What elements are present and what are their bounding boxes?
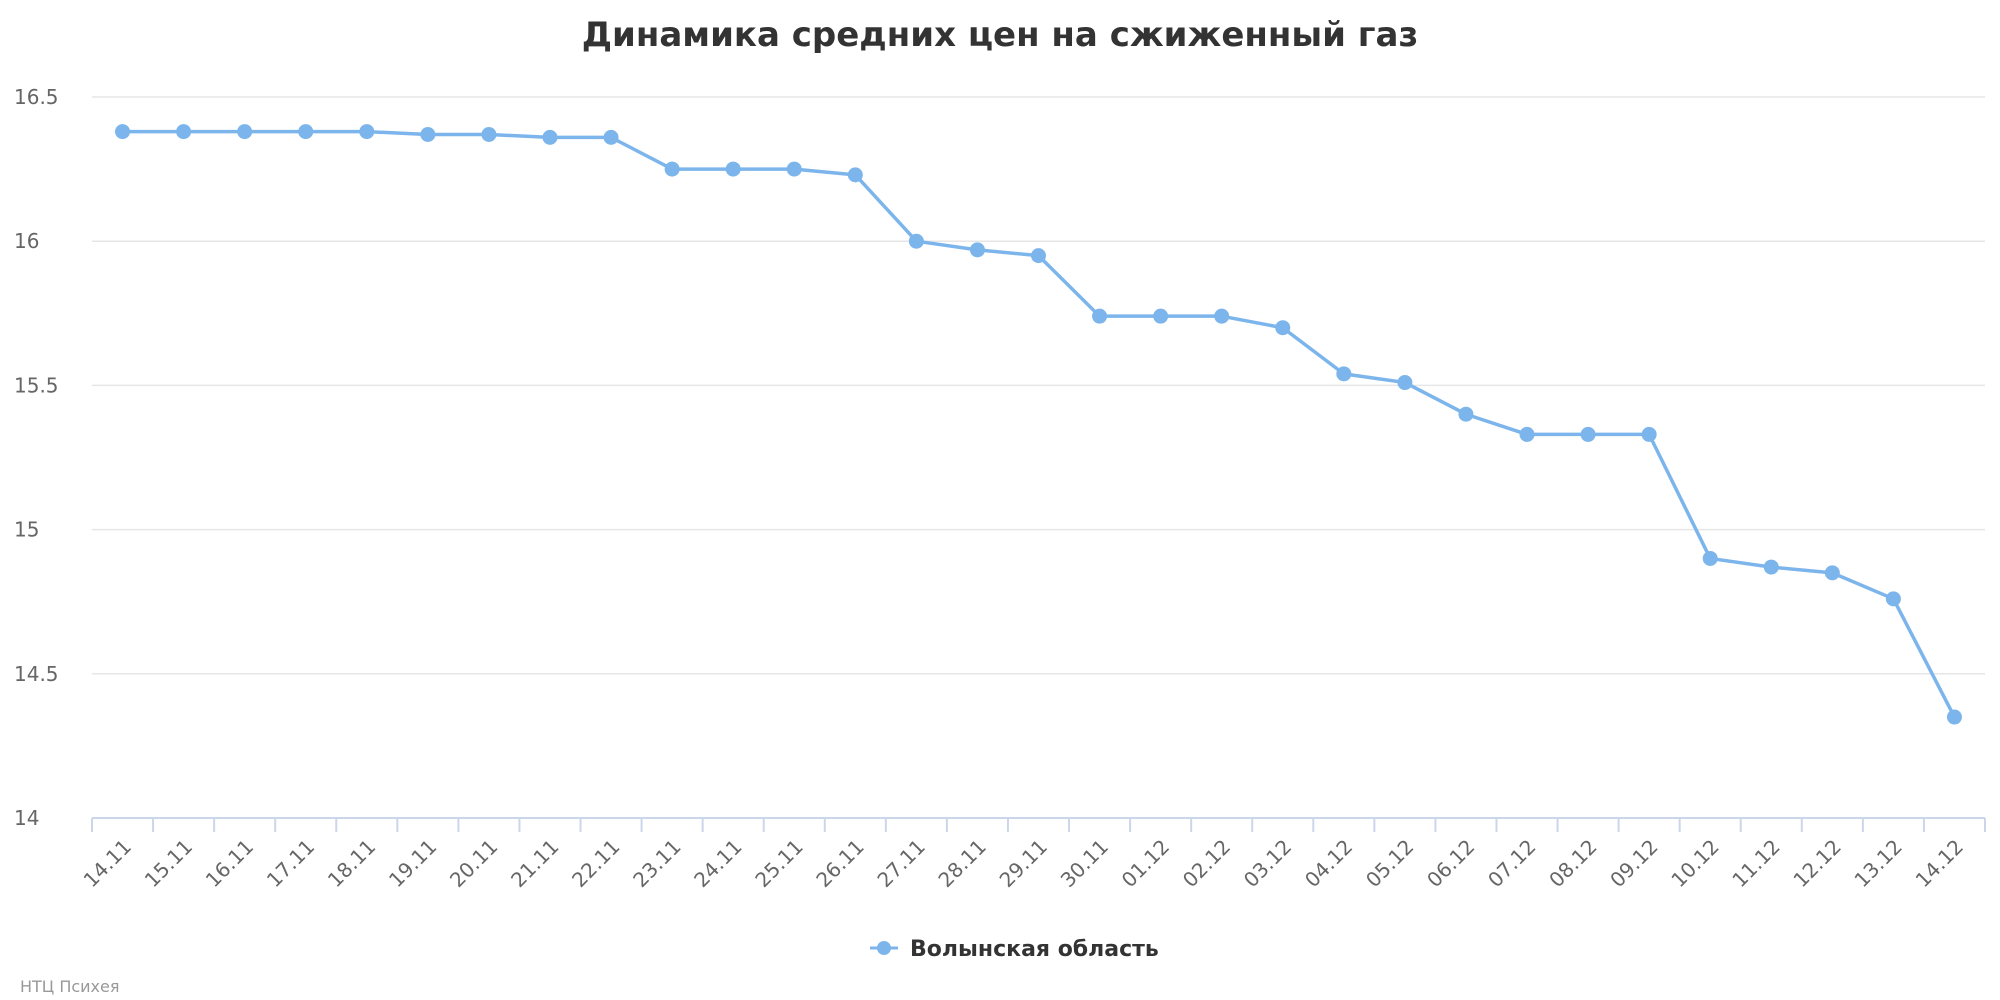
- x-tick-label: 01.12: [1117, 835, 1174, 892]
- data-point[interactable]: [786, 161, 802, 177]
- data-point[interactable]: [1580, 426, 1596, 442]
- x-tick-label: 09.12: [1605, 835, 1662, 892]
- x-tick-label: 20.11: [445, 835, 502, 892]
- data-point[interactable]: [1092, 308, 1108, 324]
- x-tick-label: 06.12: [1422, 835, 1479, 892]
- data-point[interactable]: [298, 124, 314, 140]
- data-point[interactable]: [908, 233, 924, 249]
- y-tick-label: 15: [14, 518, 39, 542]
- x-tick-label: 17.11: [262, 835, 319, 892]
- data-point[interactable]: [1458, 406, 1474, 422]
- data-point[interactable]: [359, 124, 375, 140]
- y-tick-label: 15.5: [14, 373, 59, 397]
- data-point[interactable]: [1763, 559, 1779, 575]
- data-point[interactable]: [664, 161, 680, 177]
- series-line: [120, 129, 1957, 719]
- y-tick-label: 16.5: [14, 85, 59, 109]
- grid: [92, 96, 1985, 675]
- legend[interactable]: Волынская область: [870, 937, 1159, 962]
- x-tick-label: 28.11: [934, 835, 991, 892]
- y-tick-label: 16: [14, 229, 39, 253]
- data-point[interactable]: [603, 129, 619, 145]
- data-point[interactable]: [420, 126, 436, 142]
- x-tick-label: 04.12: [1300, 835, 1357, 892]
- x-tick-label: 18.11: [323, 835, 380, 892]
- x-tick-label: 29.11: [995, 835, 1052, 892]
- x-tick-label: 14.11: [79, 835, 136, 892]
- y-tick-label: 14: [14, 806, 39, 830]
- x-tick-label: 30.11: [1056, 835, 1113, 892]
- data-point[interactable]: [1519, 426, 1535, 442]
- x-tick-label: 12.12: [1788, 835, 1845, 892]
- x-tick-label: 25.11: [750, 835, 807, 892]
- x-tick-label: 22.11: [567, 835, 624, 892]
- x-tick-label: 23.11: [628, 835, 685, 892]
- series-layer: [115, 124, 1962, 725]
- x-axis: 14.11 15.11 16.11 17.11 18.11 19.11 20.11 21.11…: [79, 817, 1986, 892]
- data-point[interactable]: [542, 129, 558, 145]
- x-tick-label: 05.12: [1361, 835, 1418, 892]
- x-tick-label: 10.12: [1666, 835, 1723, 892]
- data-point[interactable]: [1336, 366, 1352, 382]
- data-point[interactable]: [1885, 591, 1901, 607]
- data-point[interactable]: [969, 242, 985, 258]
- x-tick-label: 21.11: [506, 835, 563, 892]
- data-point[interactable]: [725, 161, 741, 177]
- x-tick-label: 15.11: [140, 835, 197, 892]
- x-tick-label: 03.12: [1239, 835, 1296, 892]
- y-axis: 14 14.5 15 15.5 16 16.5: [14, 85, 59, 830]
- data-point[interactable]: [481, 126, 497, 142]
- data-point[interactable]: [1397, 375, 1413, 391]
- x-tick-label: 11.12: [1727, 835, 1784, 892]
- data-point[interactable]: [1153, 308, 1169, 324]
- x-tick-label: 26.11: [811, 835, 868, 892]
- x-tick-label: 16.11: [201, 835, 258, 892]
- data-point[interactable]: [1824, 565, 1840, 581]
- credits[interactable]: НТЦ Психея: [20, 977, 119, 996]
- data-point[interactable]: [1641, 426, 1657, 442]
- x-tick-label: 19.11: [384, 835, 441, 892]
- data-point[interactable]: [847, 167, 863, 183]
- y-tick-label: 14.5: [14, 662, 59, 686]
- data-point[interactable]: [1031, 248, 1046, 264]
- data-point[interactable]: [176, 124, 192, 140]
- x-tick-label: 02.12: [1178, 835, 1235, 892]
- x-tick-label: 13.12: [1849, 835, 1906, 892]
- data-point[interactable]: [1275, 320, 1291, 336]
- x-tick-label: 24.11: [689, 835, 746, 892]
- data-point[interactable]: [1702, 550, 1718, 566]
- legend-label: Волынская область: [910, 937, 1159, 962]
- x-tick-label: 27.11: [872, 835, 929, 892]
- chart-title: Динамика средних цен на сжиженный газ: [582, 15, 1419, 55]
- data-point[interactable]: [115, 124, 131, 140]
- x-tick-label: 07.12: [1483, 835, 1540, 892]
- x-tick-label: 14.12: [1911, 835, 1968, 892]
- legend-dot-marker: [877, 941, 891, 955]
- data-point[interactable]: [1946, 709, 1962, 725]
- data-point[interactable]: [1214, 308, 1230, 324]
- data-point[interactable]: [237, 124, 253, 140]
- x-tick-label: 08.12: [1544, 835, 1601, 892]
